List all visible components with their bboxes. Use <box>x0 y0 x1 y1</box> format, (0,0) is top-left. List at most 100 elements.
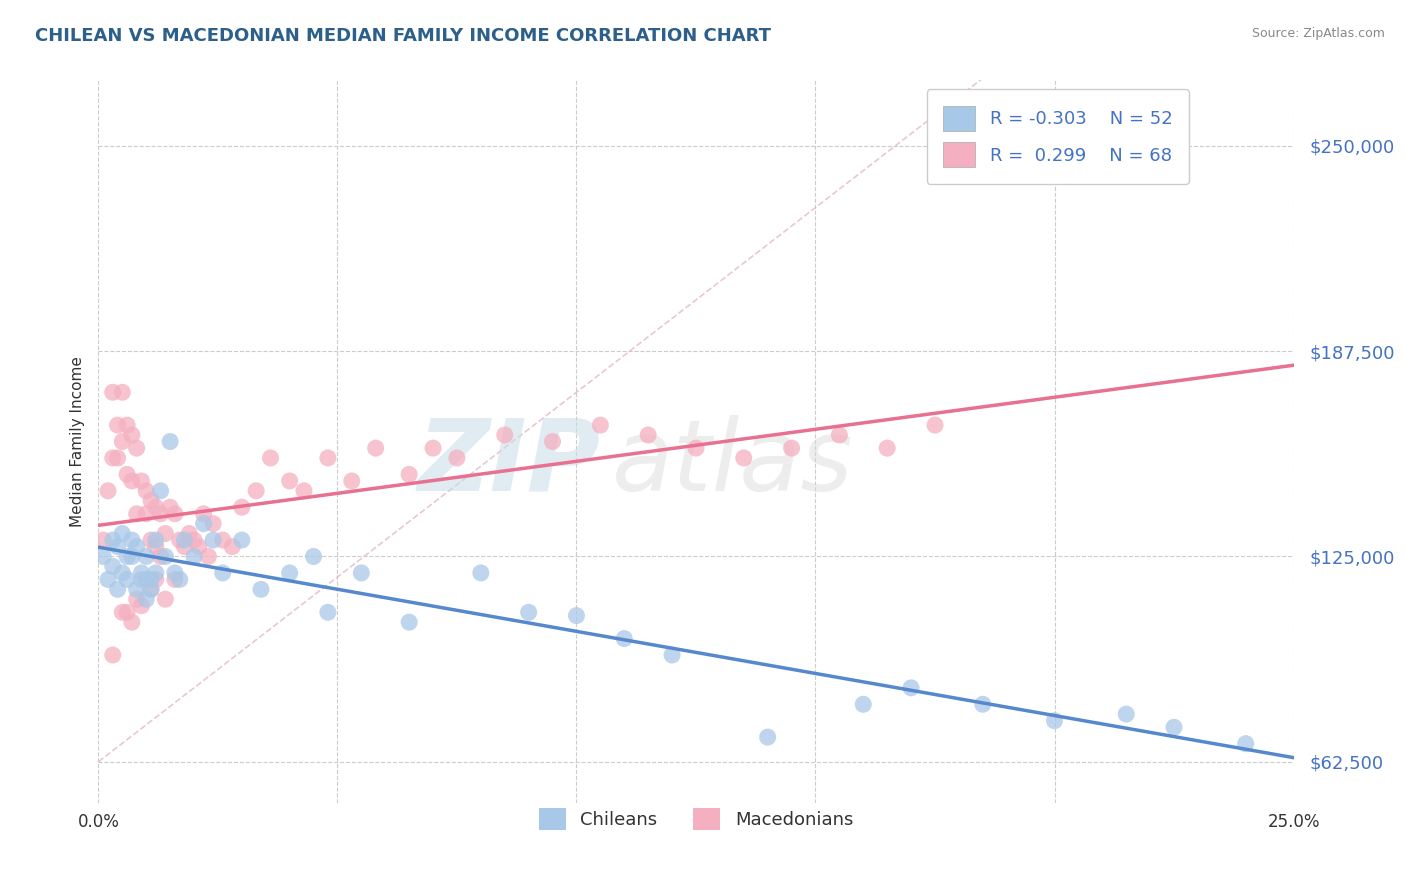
Point <box>145 573 167 587</box>
Point <box>135 549 157 564</box>
Point <box>101 450 124 465</box>
Point <box>111 526 134 541</box>
Point <box>101 533 124 547</box>
Point <box>756 730 779 744</box>
Point <box>139 582 162 597</box>
Point <box>972 698 994 712</box>
Point <box>163 566 186 580</box>
Point <box>173 540 195 554</box>
Point <box>398 467 420 482</box>
Point <box>852 698 875 712</box>
Point <box>278 566 301 580</box>
Point <box>494 428 516 442</box>
Point <box>111 385 134 400</box>
Point <box>111 434 134 449</box>
Point <box>125 540 148 554</box>
Point <box>139 582 162 597</box>
Point <box>91 549 114 564</box>
Text: ZIP: ZIP <box>418 415 600 512</box>
Point <box>364 441 387 455</box>
Point <box>924 418 946 433</box>
Point <box>145 566 167 580</box>
Text: atlas: atlas <box>613 415 853 512</box>
Point <box>183 533 205 547</box>
Text: Source: ZipAtlas.com: Source: ZipAtlas.com <box>1251 27 1385 40</box>
Point <box>135 507 157 521</box>
Point <box>155 592 177 607</box>
Point <box>107 418 129 433</box>
Point <box>149 507 172 521</box>
Point <box>125 441 148 455</box>
Point <box>446 450 468 465</box>
Point <box>565 608 588 623</box>
Point <box>115 549 138 564</box>
Point <box>121 549 143 564</box>
Point <box>211 566 233 580</box>
Point <box>149 549 172 564</box>
Point <box>733 450 755 465</box>
Point <box>316 450 339 465</box>
Point <box>1043 714 1066 728</box>
Point <box>111 605 134 619</box>
Point <box>115 605 138 619</box>
Point <box>231 500 253 515</box>
Point <box>169 573 191 587</box>
Point <box>121 533 143 547</box>
Point <box>637 428 659 442</box>
Point <box>145 540 167 554</box>
Point <box>183 549 205 564</box>
Point <box>115 467 138 482</box>
Text: CHILEAN VS MACEDONIAN MEDIAN FAMILY INCOME CORRELATION CHART: CHILEAN VS MACEDONIAN MEDIAN FAMILY INCO… <box>35 27 770 45</box>
Point <box>125 592 148 607</box>
Point <box>131 599 153 613</box>
Point <box>115 418 138 433</box>
Point <box>149 483 172 498</box>
Point <box>876 441 898 455</box>
Point <box>250 582 273 597</box>
Point <box>661 648 683 662</box>
Point <box>97 483 120 498</box>
Point <box>422 441 444 455</box>
Point <box>302 549 325 564</box>
Point <box>245 483 267 498</box>
Legend: Chileans, Macedonians: Chileans, Macedonians <box>524 793 868 845</box>
Y-axis label: Median Family Income: Median Family Income <box>69 356 84 527</box>
Point <box>145 533 167 547</box>
Point <box>131 474 153 488</box>
Point <box>292 483 315 498</box>
Point <box>350 566 373 580</box>
Point <box>145 500 167 515</box>
Point <box>828 428 851 442</box>
Point <box>517 605 540 619</box>
Point <box>202 516 225 531</box>
Point <box>139 573 162 587</box>
Point <box>131 566 153 580</box>
Point <box>155 549 177 564</box>
Point <box>179 526 201 541</box>
Point <box>231 533 253 547</box>
Point <box>111 566 134 580</box>
Point <box>470 566 492 580</box>
Point <box>91 533 114 547</box>
Point <box>193 507 215 521</box>
Point <box>163 573 186 587</box>
Point <box>101 559 124 574</box>
Point <box>115 573 138 587</box>
Point <box>121 474 143 488</box>
Point <box>135 483 157 498</box>
Point <box>173 533 195 547</box>
Point <box>125 507 148 521</box>
Point <box>398 615 420 630</box>
Point <box>187 540 209 554</box>
Point <box>107 582 129 597</box>
Point <box>131 573 153 587</box>
Point <box>1163 720 1185 734</box>
Point <box>900 681 922 695</box>
Point <box>259 450 281 465</box>
Point <box>541 434 564 449</box>
Point <box>139 493 162 508</box>
Point <box>197 549 219 564</box>
Point <box>278 474 301 488</box>
Point <box>107 540 129 554</box>
Point <box>613 632 636 646</box>
